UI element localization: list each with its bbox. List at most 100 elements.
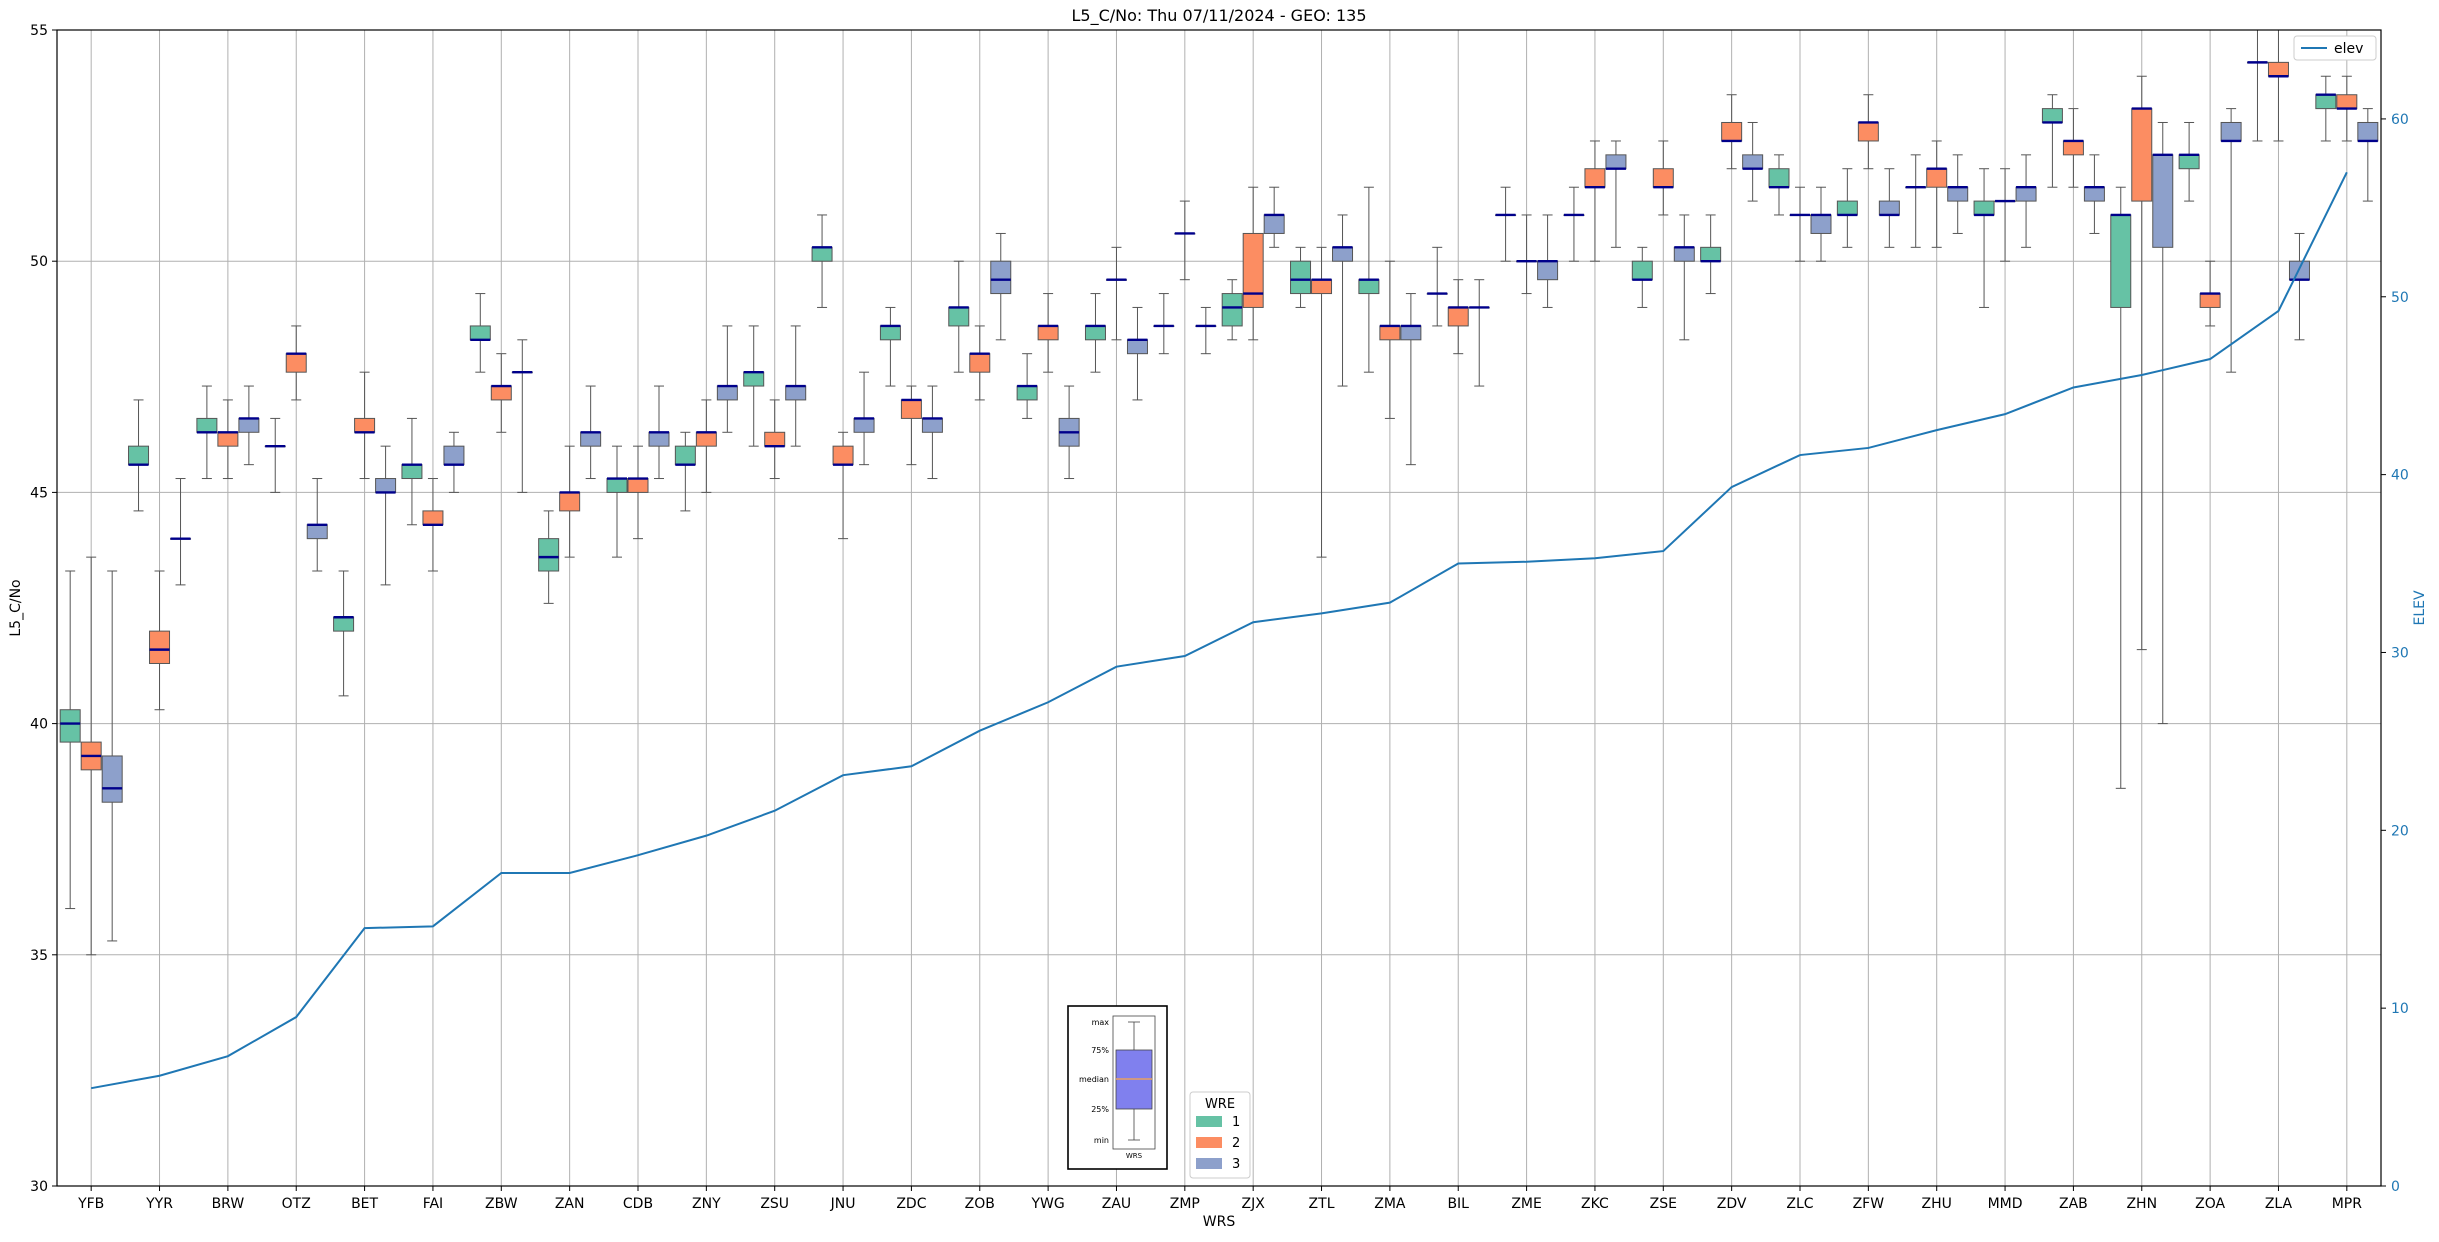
x-tick-label: MMD: [1988, 1196, 2023, 1212]
box-group: [238, 385, 260, 466]
box-iqr: [1126, 339, 1148, 355]
wre-legend-label: 1: [1232, 1115, 1240, 1130]
box-iqr: [2336, 94, 2358, 110]
box-group: [2152, 121, 2174, 725]
box-iqr: [1263, 214, 1285, 234]
key-label: 25%: [1091, 1105, 1109, 1114]
box-group: [1358, 186, 1380, 373]
box-group: [422, 478, 444, 572]
y2-tick-label: 0: [2391, 1179, 2400, 1195]
box-group: [1016, 353, 1038, 419]
box-group: [1857, 94, 1879, 170]
box-group: [2288, 232, 2310, 341]
box-group: [2336, 75, 2358, 142]
wre-legend-swatch: [1196, 1158, 1222, 1169]
box-iqr: [1537, 260, 1559, 281]
box-group: [333, 570, 355, 697]
box-iqr: [2199, 293, 2221, 308]
box-group: [375, 445, 397, 586]
x-tick-label: BIL: [1447, 1196, 1469, 1212]
box-iqr: [101, 755, 123, 803]
box-group: [1700, 214, 1722, 295]
box-group: [1311, 246, 1333, 558]
box-group: [1584, 140, 1606, 262]
axis-layer: YFB YYR BRW OTZ BET FAI ZBW ZAN CDB ZNY ZSU JNU ZDC Z…: [30, 23, 2409, 1212]
box-group: [1810, 186, 1832, 262]
x-tick-label: FAI: [423, 1196, 443, 1212]
box-iqr: [1857, 121, 1879, 142]
box-iqr: [990, 260, 1012, 295]
box-group: [1332, 214, 1354, 387]
box-group: [1673, 214, 1695, 341]
x-tick-label: BET: [351, 1196, 378, 1212]
box-iqr: [375, 478, 397, 493]
x-axis-label: WRS: [1203, 1214, 1236, 1230]
box-group: [1153, 293, 1175, 355]
box-group: [469, 293, 491, 373]
box-group: [1789, 186, 1811, 262]
box-iqr: [648, 431, 670, 447]
box-group: [879, 306, 901, 387]
key-xlabel: WRS: [1126, 1152, 1143, 1160]
y-tick-label: 40: [30, 717, 48, 733]
box-iqr: [238, 417, 260, 433]
x-tick-label: ZTL: [1309, 1196, 1335, 1212]
box-iqr: [469, 325, 491, 341]
box-iqr: [59, 709, 81, 743]
box-group: [2199, 260, 2221, 327]
box-iqr: [1742, 154, 1764, 170]
y2-axis-label: ELEV: [2412, 590, 2428, 625]
box-group: [128, 399, 150, 512]
x-tick-label: ZKC: [1581, 1196, 1609, 1212]
box-iqr: [1631, 260, 1653, 281]
box-group: [1468, 279, 1490, 387]
box-iqr: [285, 353, 307, 373]
wre-legend-title: WRE: [1205, 1097, 1235, 1112]
box-iqr: [1379, 325, 1401, 341]
box-iqr: [128, 445, 150, 466]
box-iqr: [1311, 279, 1333, 295]
y-tick-label: 35: [30, 948, 48, 964]
box-group: [648, 385, 670, 480]
box-group: [695, 399, 717, 493]
box-group: [811, 214, 833, 308]
box-group: [627, 445, 649, 540]
box-iqr: [948, 306, 970, 327]
box-group: [1721, 94, 1743, 170]
box-iqr: [1947, 186, 1969, 202]
wre-legend-frame: [1189, 1091, 1251, 1179]
box-group: [2110, 186, 2132, 789]
box-group: [1174, 200, 1196, 281]
elev-legend: elev: [2293, 35, 2377, 61]
box-group: [101, 570, 123, 942]
box-group: [1195, 306, 1217, 355]
box-iqr: [1768, 168, 1790, 188]
box-iqr: [969, 353, 991, 373]
x-tick-label: ZFW: [1853, 1196, 1885, 1212]
box-iqr: [1673, 246, 1695, 262]
box-group: [1563, 186, 1585, 262]
box-group: [285, 325, 307, 401]
box-group: [1605, 140, 1627, 248]
x-tick-label: CDB: [623, 1196, 653, 1212]
box-iqr: [832, 445, 854, 466]
box-iqr: [627, 478, 649, 493]
box-group: [1742, 121, 1764, 202]
box-group: [2015, 154, 2037, 248]
box-iqr: [853, 417, 875, 433]
x-tick-label: ZAN: [555, 1196, 585, 1212]
box-iqr: [2062, 140, 2084, 156]
box-iqr: [149, 630, 171, 664]
x-tick-label: ZNY: [692, 1196, 721, 1212]
key-inner-frame: [1112, 1015, 1156, 1150]
box-group: [1447, 279, 1469, 355]
box-group: [149, 570, 171, 711]
y2-tick-label: 30: [2391, 645, 2409, 661]
box-group: [1516, 214, 1538, 295]
box-group: [170, 478, 192, 586]
box-iqr: [401, 464, 423, 480]
key-label: median: [1079, 1075, 1109, 1084]
box-group: [1537, 214, 1559, 308]
